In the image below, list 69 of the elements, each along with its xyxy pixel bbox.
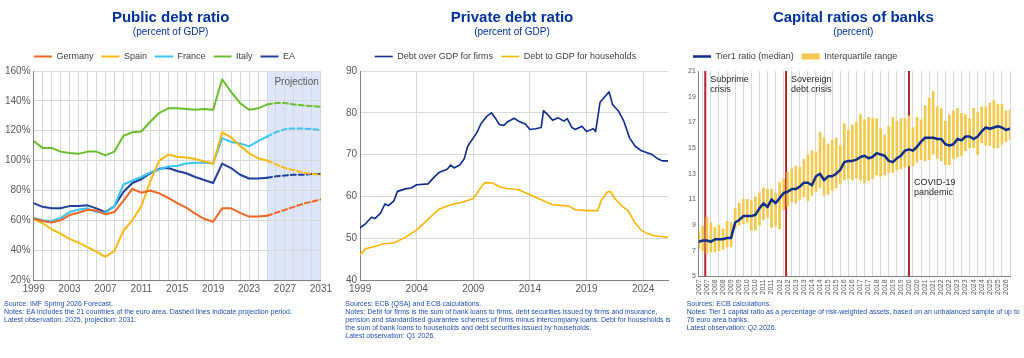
y-tick-label: 20% [10,273,31,285]
y-tick-label: 80 [346,106,358,118]
x-tick-label: 2023 [237,282,261,294]
x-tick-label: 2019 [575,282,599,294]
x-tick-label: 2007 [94,282,117,294]
bar [790,168,793,203]
legend-label: Debt over GDP for firms [397,50,494,61]
bar [955,107,959,158]
chart-title: Public debt ratio [110,8,231,25]
x-tick-label: 2019 [202,282,225,294]
y-tick-label: 70 [346,148,358,160]
bar [874,118,878,176]
x-tick-label: 2031 [309,282,333,294]
y-tick-label: 120% [5,124,31,136]
y-tick-label: 140% [5,94,31,106]
bar [866,116,870,181]
chart-title: Capital ratios of banks [771,8,935,25]
bar [947,114,951,166]
bar [850,124,854,181]
bar [975,111,979,155]
bar [834,137,838,189]
bar [794,165,797,204]
legend-label: Debt to GDP for households [524,50,637,61]
y-tick-label: 50 [346,231,358,243]
legend-label: Interquartile range [823,50,897,61]
chart-subtitle: (percent of GDP) [473,26,551,37]
y-tick-label: 100% [5,154,31,166]
chart-title: Private debt ratio [449,8,575,25]
bar [891,116,894,173]
legend-label: Italy [236,50,254,61]
y-tick-label: 60% [10,214,31,226]
x-tick-label: 2024 [632,282,655,294]
x-tick-label: 1999 [349,282,373,294]
legend-label: EA [283,50,296,61]
x-tick-label: 2014 [519,282,542,294]
x-tick-label: 2004 [405,282,429,294]
bar [870,118,874,180]
legend-label: Tier1 ratio (median) [715,50,794,61]
bar [842,123,846,181]
x-tick-label: 2027 [273,282,297,294]
x-tick-label: 2011 [130,282,153,294]
bar [753,196,757,231]
bar [984,106,987,146]
bar [749,200,753,231]
y-tick-label: 60 [346,190,358,202]
bar [786,172,789,207]
y-tick-label: 40% [10,243,31,255]
y-tick-label: 40 [346,273,358,285]
annotation: COVID-19 pandemic [913,176,956,197]
y-tick-label: 90 [346,64,358,76]
x-tick-label: 1999 [22,282,46,294]
band-label: Projection [274,75,319,87]
chart-subtitle: (percent of GDP) [131,26,210,37]
y-tick-label: 160% [5,64,31,76]
bar [858,114,862,181]
x-tick-label: 2003 [58,282,82,294]
legend-label: France [177,50,206,61]
bar [777,182,781,230]
bar [939,107,943,162]
bar [931,91,935,155]
annotation: Sovereign debt crisis [790,73,832,94]
x-tick-label: 2015 [166,282,189,294]
legend-label: Spain [123,50,148,61]
x-tick-label: 2009 [462,282,486,294]
bar [988,102,991,146]
chart-subtitle: (percent) [832,26,875,37]
legend-label: Germany [56,50,94,61]
y-tick-label: 80% [10,184,31,196]
annotation: Subprime crisis [709,73,749,94]
